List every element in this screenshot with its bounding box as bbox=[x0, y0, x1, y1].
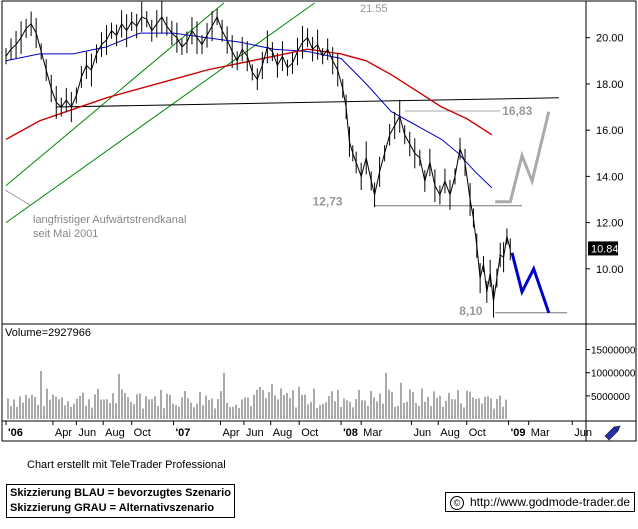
time-tick-label: Mar bbox=[531, 427, 550, 439]
support-line bbox=[56, 97, 559, 108]
scenario-legend: Skizzierung BLAU = bevorzugtes Szenario … bbox=[6, 484, 235, 518]
time-tick-label: Jun bbox=[574, 427, 592, 439]
legend-line-blue: Skizzierung BLAU = bevorzugtes Szenario bbox=[10, 487, 231, 499]
volume-bars bbox=[7, 371, 507, 419]
current-price-label: 10.84 bbox=[591, 243, 619, 255]
level-lines bbox=[56, 97, 568, 314]
price-tick-label: 18.00 bbox=[596, 79, 624, 91]
price-tick-label: 10.00 bbox=[596, 264, 624, 276]
time-tick-label: Oct bbox=[469, 427, 486, 439]
price-tick-label: 20.00 bbox=[596, 33, 624, 45]
time-tick-label: Oct bbox=[134, 427, 151, 439]
top-price-label: 21.55 bbox=[360, 3, 388, 15]
time-tick-label: Aug bbox=[273, 427, 293, 439]
scenario-grey-line bbox=[495, 111, 551, 204]
price-axis-ticks: 10.00 12.00 14.00 16.00 18.00 20.00 bbox=[586, 33, 624, 276]
annotation-16-83: 16,83 bbox=[502, 104, 532, 118]
upper-channel-line bbox=[5, 2, 225, 186]
volume-tick-label: 15000000 bbox=[591, 346, 636, 357]
time-tick-label: '07 bbox=[176, 427, 191, 439]
time-tick-label: Mar bbox=[363, 427, 382, 439]
volume-title: Volume=2927966 bbox=[5, 327, 91, 339]
credit-text: Chart erstellt mit TeleTrader Profession… bbox=[27, 459, 226, 471]
price-tick-label: 12.00 bbox=[596, 218, 624, 230]
trend-channel bbox=[5, 2, 315, 224]
channel-note-line1: langfristiger Aufwärtstrendkanal bbox=[33, 214, 186, 226]
volume-tick-label: 10000000 bbox=[591, 369, 636, 380]
volume-axis-ticks: 5000000 10000000 15000000 bbox=[586, 346, 636, 403]
price-panel-frame bbox=[1, 0, 587, 325]
time-tick-label: Oct bbox=[301, 427, 318, 439]
source-url-box[interactable]: © http://www.godmode-trader.de bbox=[445, 492, 636, 512]
copyright-icon: © bbox=[450, 496, 464, 510]
time-tick-label: Jun bbox=[246, 427, 264, 439]
time-tick-label: '09 bbox=[511, 427, 526, 439]
channel-note-pointer bbox=[4, 189, 31, 206]
price-tick-label: 14.00 bbox=[596, 171, 624, 183]
time-tick-label: Aug bbox=[105, 427, 125, 439]
price-axis-frame bbox=[585, 0, 637, 325]
lower-channel-line bbox=[5, 2, 315, 224]
current-price-box bbox=[588, 241, 618, 256]
time-tick-label: Apr bbox=[222, 427, 239, 439]
legend-line-grey: Skizzierung GRAU = Alternativszenario bbox=[10, 502, 215, 514]
price-tick-label: 16.00 bbox=[596, 125, 624, 137]
time-tick-label: Apr bbox=[55, 427, 72, 439]
annotation-12-73: 12,73 bbox=[313, 195, 343, 209]
channel-note-line2: seit Mai 2001 bbox=[33, 228, 98, 240]
time-axis-ticks: '06 Apr Jun Aug Oct '07 Apr Jun Aug Oct '08 Mar Jun A… bbox=[5, 421, 592, 439]
time-tick-label: Jun bbox=[413, 427, 431, 439]
time-tick-label: Aug bbox=[440, 427, 460, 439]
price-series bbox=[5, 0, 511, 318]
sma-short-line bbox=[5, 32, 493, 189]
scenario-blue-line bbox=[510, 252, 551, 314]
volume-axis-frame bbox=[585, 323, 637, 422]
time-tick-label: Jun bbox=[78, 427, 96, 439]
time-tick-label: '08 bbox=[343, 427, 358, 439]
pencil-icon[interactable] bbox=[604, 425, 621, 441]
volume-panel-frame bbox=[1, 323, 587, 422]
annotation-8-10: 8,10 bbox=[459, 304, 483, 318]
scenario-sketches bbox=[495, 111, 551, 314]
time-tick-label: '06 bbox=[8, 427, 23, 439]
volume-tick-label: 5000000 bbox=[591, 392, 630, 403]
source-url[interactable]: http://www.godmode-trader.de bbox=[470, 495, 631, 509]
